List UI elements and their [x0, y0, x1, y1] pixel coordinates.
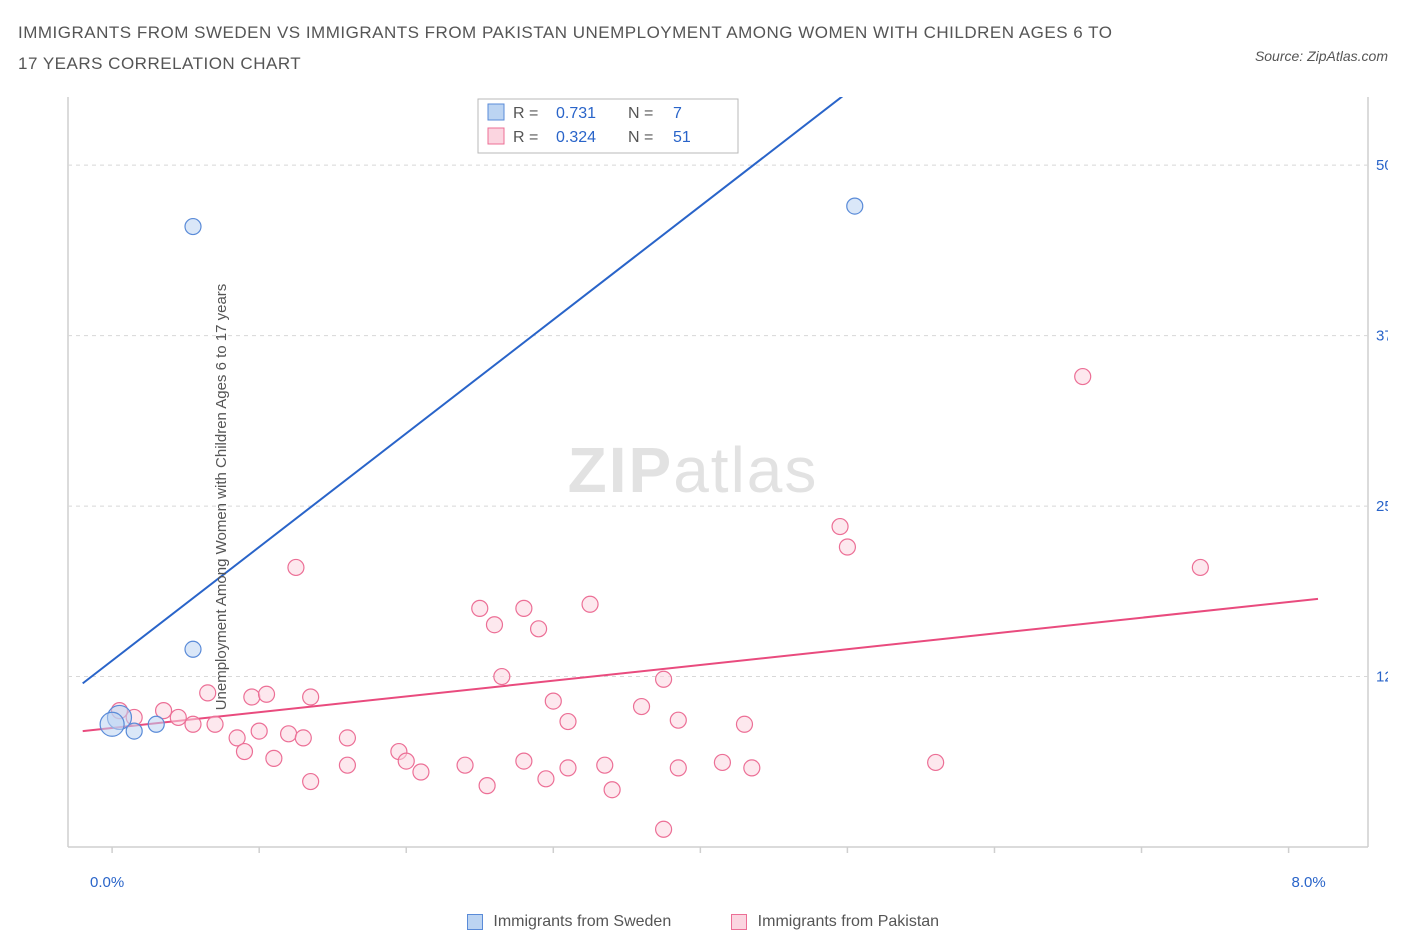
svg-text:0.731: 0.731	[556, 105, 596, 122]
legend-item-pakistan: Immigrants from Pakistan	[731, 913, 939, 931]
svg-text:37.5%: 37.5%	[1376, 328, 1388, 345]
svg-text:ZIPatlas: ZIPatlas	[568, 434, 819, 506]
svg-text:N =: N =	[628, 105, 653, 122]
legend-swatch-sweden	[467, 914, 483, 930]
legend-item-sweden: Immigrants from Sweden	[467, 913, 671, 931]
svg-text:R =: R =	[513, 105, 538, 122]
svg-text:25.0%: 25.0%	[1376, 498, 1388, 515]
bottom-legend: Immigrants from Sweden Immigrants from P…	[18, 913, 1388, 931]
legend-swatch-pakistan	[731, 914, 747, 930]
svg-text:0.0%: 0.0%	[90, 874, 124, 891]
svg-text:0.324: 0.324	[556, 129, 596, 146]
svg-text:7: 7	[673, 105, 682, 122]
legend-label-pakistan: Immigrants from Pakistan	[758, 913, 939, 930]
svg-text:12.5%: 12.5%	[1376, 669, 1388, 686]
svg-text:N =: N =	[628, 129, 653, 146]
svg-text:50.0%: 50.0%	[1376, 157, 1388, 174]
chart-header: IMMIGRANTS FROM SWEDEN VS IMMIGRANTS FRO…	[18, 18, 1388, 79]
svg-text:R =: R =	[513, 129, 538, 146]
y-axis-label: Unemployment Among Women with Children A…	[213, 284, 230, 711]
chart-container: Unemployment Among Women with Children A…	[18, 87, 1388, 907]
source-attribution: Source: ZipAtlas.com	[1255, 48, 1388, 64]
legend-label-sweden: Immigrants from Sweden	[493, 913, 671, 930]
chart-title: IMMIGRANTS FROM SWEDEN VS IMMIGRANTS FRO…	[18, 18, 1118, 79]
svg-text:8.0%: 8.0%	[1291, 874, 1325, 891]
svg-text:51: 51	[673, 129, 691, 146]
